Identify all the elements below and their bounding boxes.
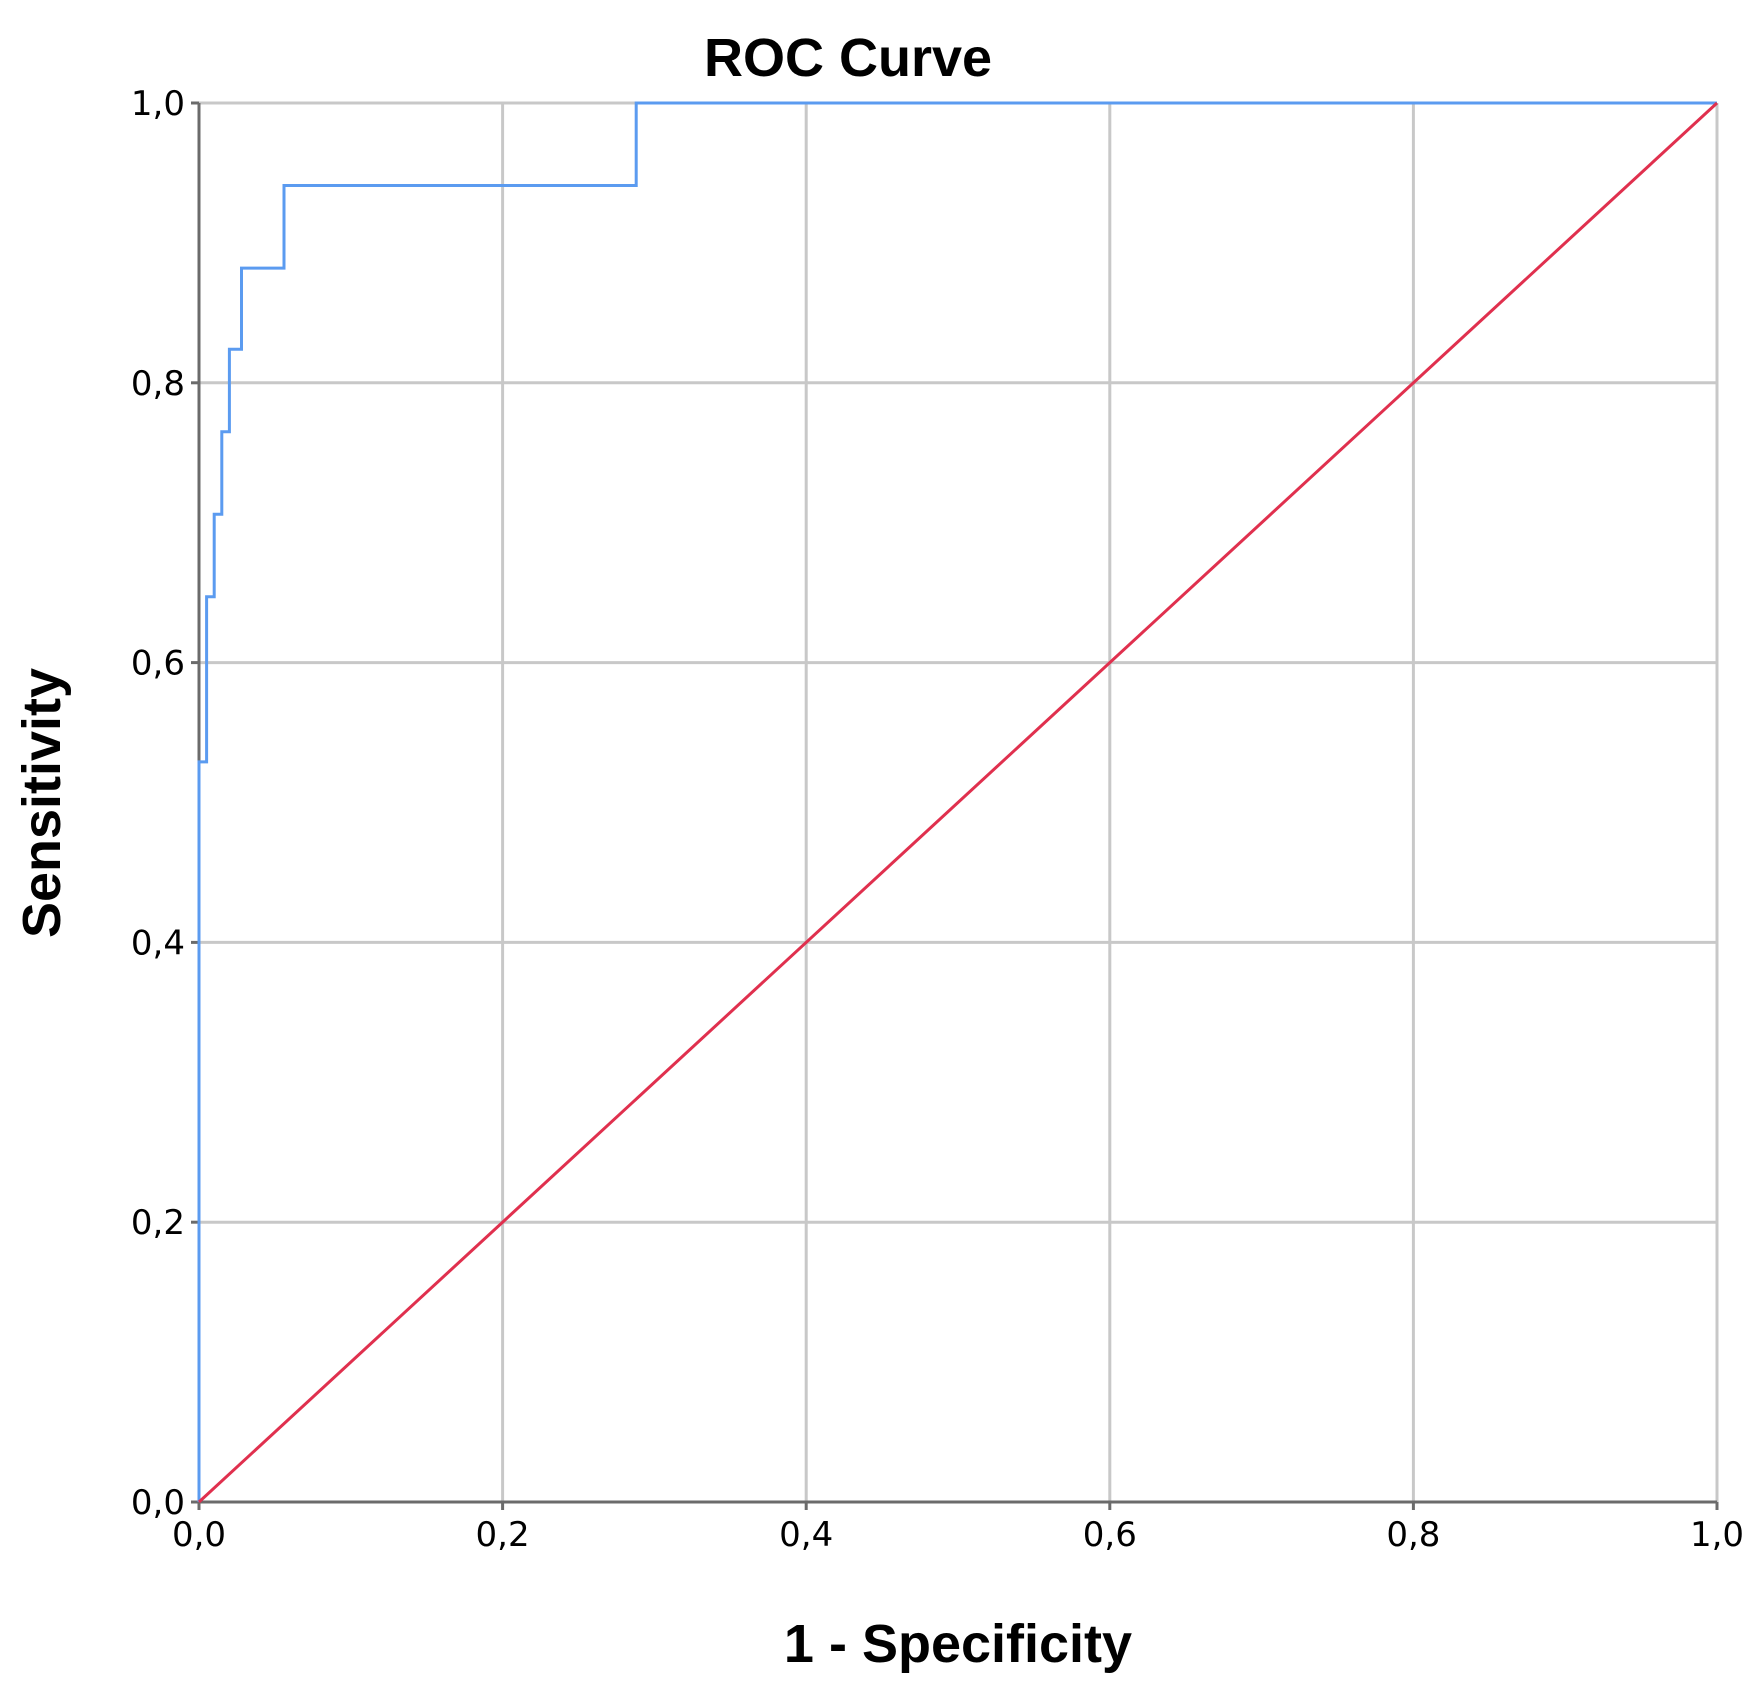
- tick-labels: 0,0 0,2 0,4 0,6 0,8 1,0 0,0 0,2 0,4 0,6 0,8 1,0: [131, 84, 1744, 1555]
- y-tick-label: 0,0: [131, 1483, 185, 1523]
- x-tick-label: 0,2: [476, 1515, 530, 1555]
- y-tick-label: 0,8: [131, 364, 185, 404]
- chart-title: ROC Curve: [704, 28, 992, 88]
- y-tick-label: 0,2: [131, 1203, 185, 1243]
- x-tick-label: 0,8: [1386, 1515, 1440, 1555]
- y-axis-label: Sensitivity: [12, 668, 72, 938]
- y-tick-label: 1,0: [131, 84, 185, 124]
- y-tick-label: 0,4: [131, 923, 185, 963]
- reference-diagonal-line: [197, 101, 1719, 1504]
- x-axis-label: 1 - Specificity: [784, 1614, 1132, 1674]
- x-tick-label: 0,6: [1083, 1515, 1137, 1555]
- x-tick-label: 0,4: [779, 1515, 833, 1555]
- series-lines: [197, 101, 1719, 1504]
- x-tick-label: 1,0: [1690, 1515, 1744, 1555]
- x-tick-label: 0,0: [172, 1515, 226, 1555]
- y-tick-label: 0,6: [131, 644, 185, 684]
- roc-curve-line: [197, 101, 1717, 1502]
